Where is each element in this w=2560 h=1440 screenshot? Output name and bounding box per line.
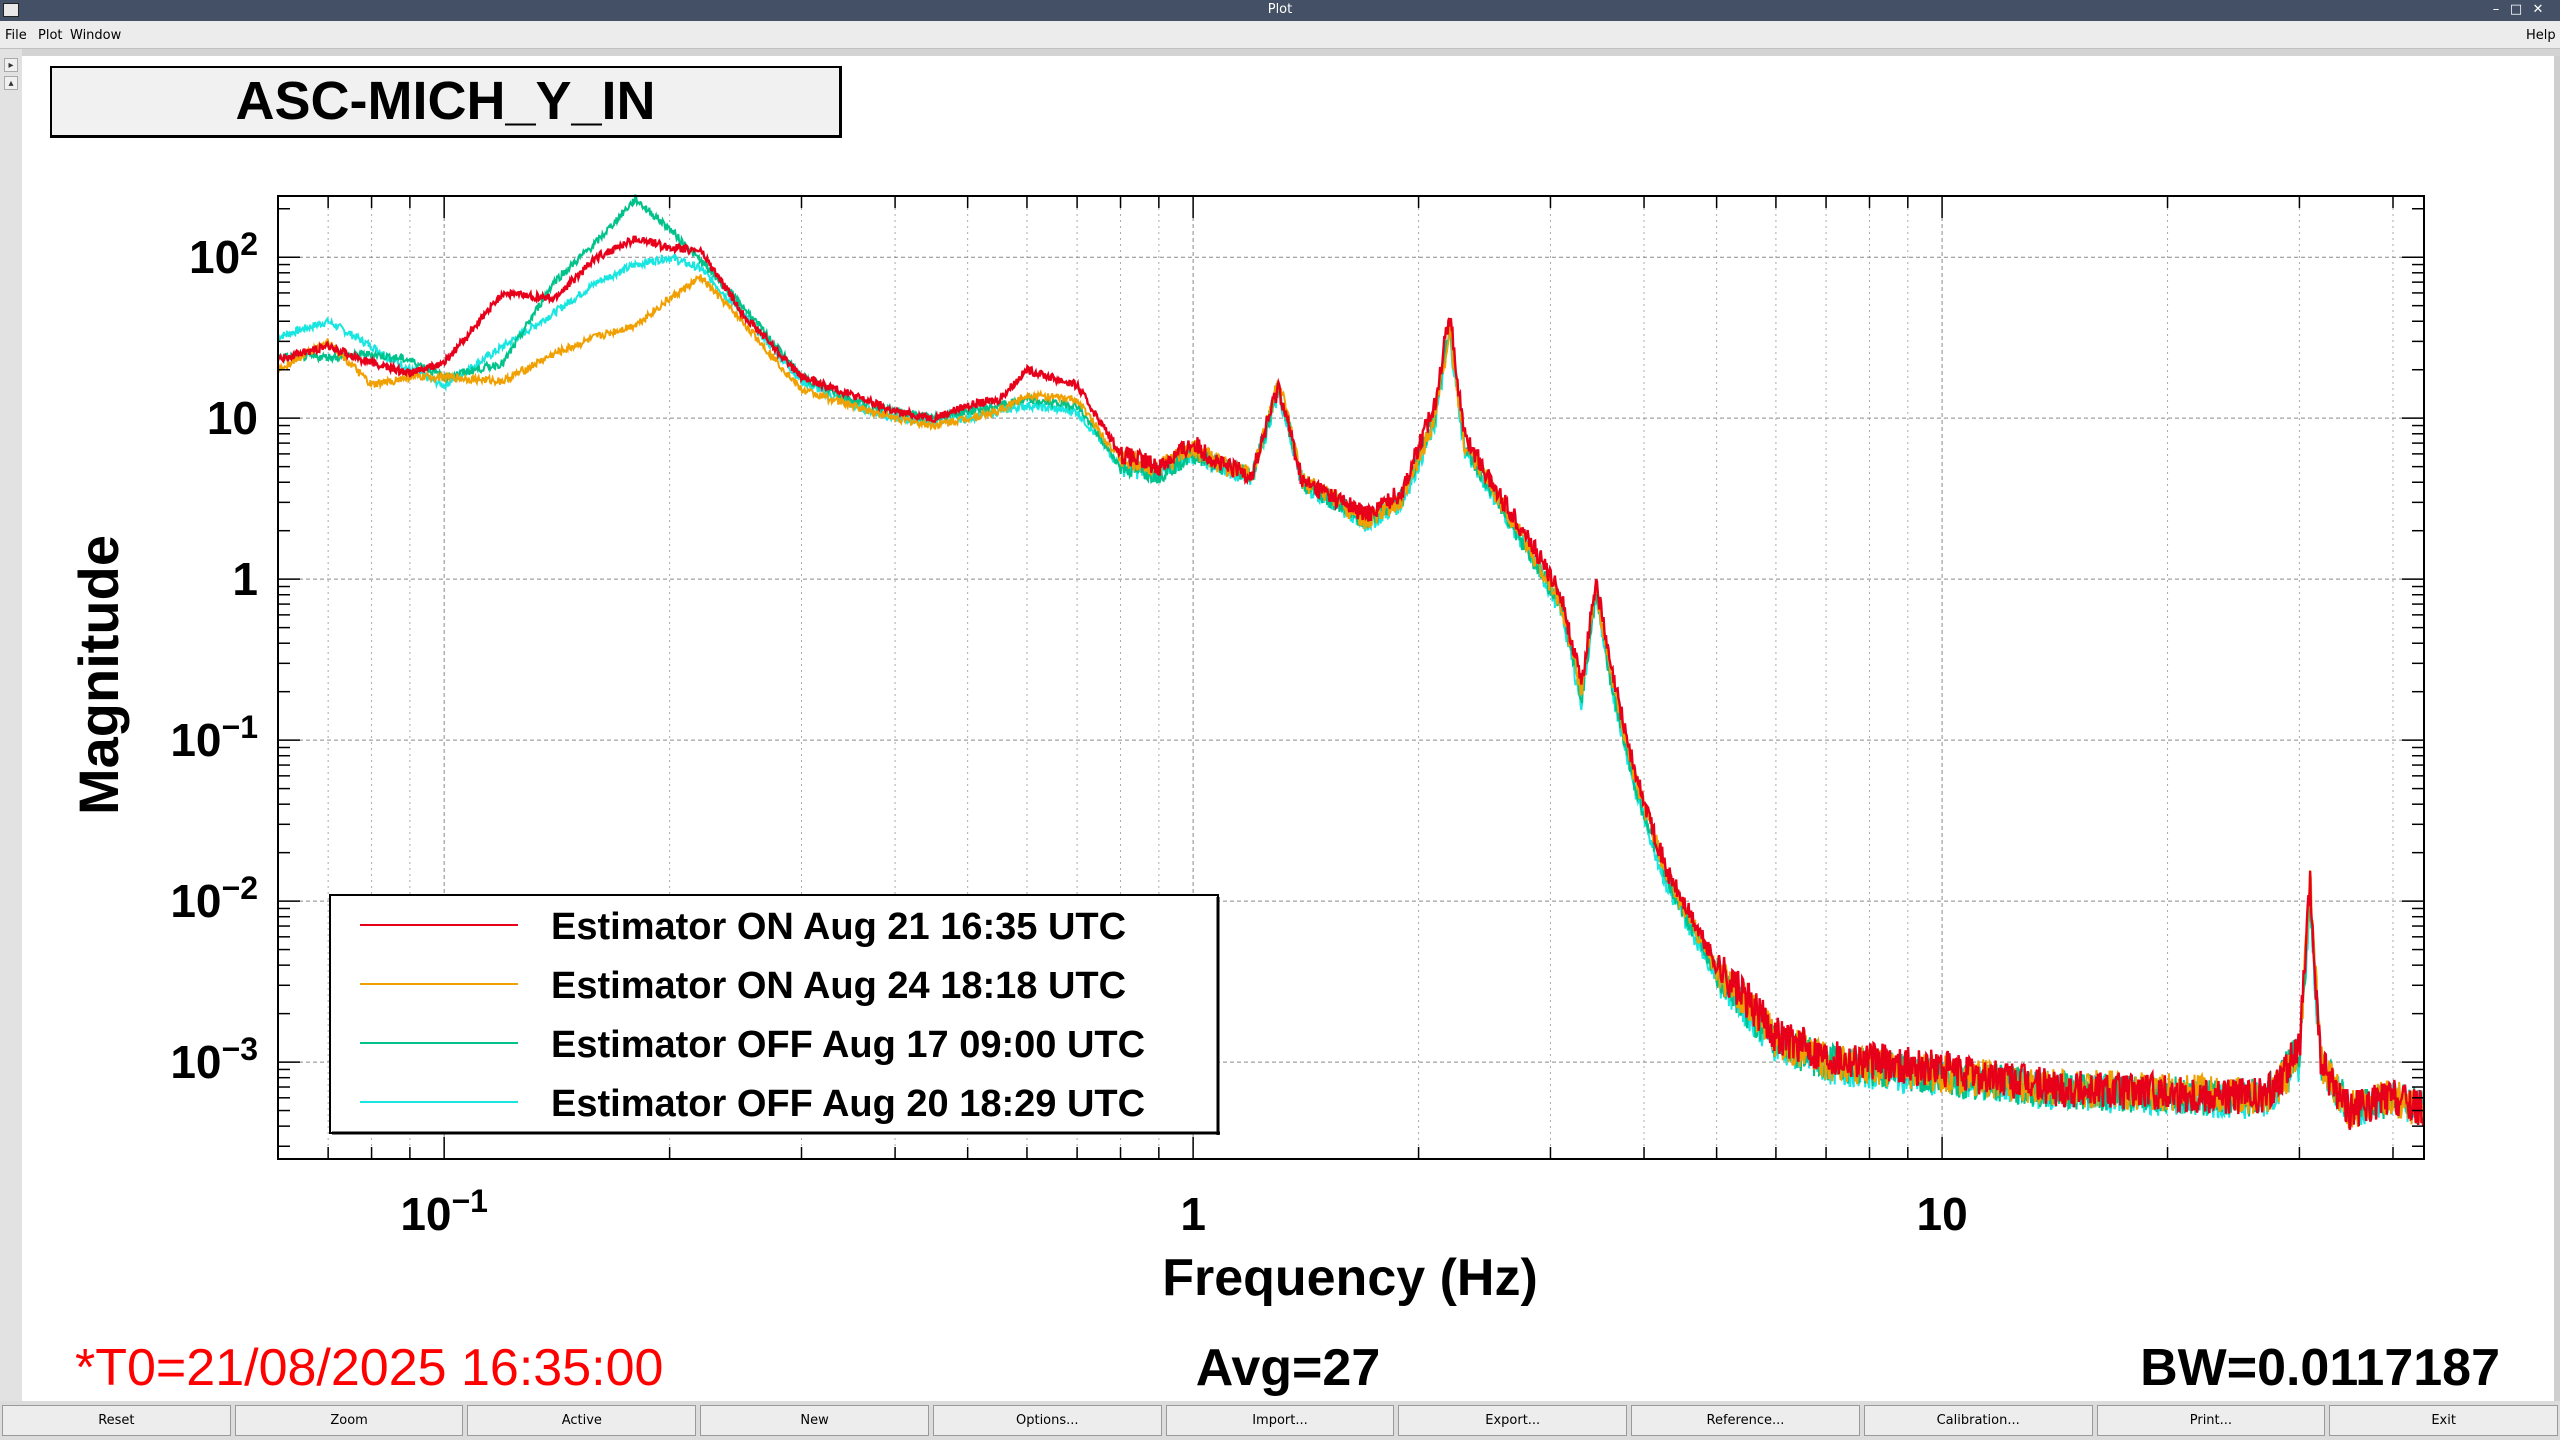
y-tick-label: 10 [207,392,258,444]
menu-bar: File Plot Window Help [0,21,2560,49]
legend-entry: Estimator ON Aug 21 16:35 UTC [551,906,1126,948]
button-reset[interactable]: Reset [2,1405,231,1436]
x-tick-labels: 10−1 1 10 [400,1183,1967,1240]
close-icon[interactable]: ✕ [2532,2,2544,17]
restore-icon[interactable]: □ [2509,2,2523,17]
x-tick-label: 10−1 [400,1183,488,1240]
y-tick-label: 102 [189,226,258,283]
avg-label: Avg=27 [1196,1339,1381,1397]
button-reference[interactable]: Reference... [1631,1405,1860,1436]
plot-title-box: ASC-MICH_Y_IN [50,66,842,138]
minimize-icon[interactable]: – [2492,2,2500,17]
collapse-up-icon[interactable]: ▴ [4,76,18,90]
legend-entry: Estimator OFF Aug 17 09:00 UTC [551,1024,1145,1066]
window-title: Plot [1267,2,1293,17]
menu-help[interactable]: Help [2526,28,2556,43]
legend-entry: Estimator OFF Aug 20 18:29 UTC [551,1083,1145,1125]
button-active[interactable]: Active [467,1405,697,1436]
button-import[interactable]: Import... [1165,1405,1395,1436]
y-tick-labels: 102 10 1 10−1 10−2 10−3 [170,226,258,1088]
menu-plot[interactable]: Plot [38,28,63,43]
expand-right-icon[interactable]: ▸ [4,58,18,72]
x-axis-label: Frequency (Hz) [1162,1249,1538,1307]
plot-frame [277,195,2425,1160]
y-tick-label: 10−3 [170,1031,258,1088]
x-tick-label: 1 [1180,1188,1206,1240]
button-new[interactable]: New [700,1405,929,1436]
axis-ticks [277,196,2424,1159]
plot-title: ASC-MICH_Y_IN [235,71,656,131]
series-line [276,235,2426,1130]
left-panel-strip: ▸ ▴ [0,49,22,1401]
button-zoom[interactable]: Zoom [234,1405,464,1436]
menu-window[interactable]: Window [70,28,122,43]
magnitude-chart: 10−1 1 10 102 10 1 10−1 10−2 10−3 Frequency (Hz… [67,194,2500,1397]
button-print[interactable]: Print... [2096,1405,2326,1436]
y-tick-label: 1 [232,553,258,605]
y-axis-label: Magnitude [67,535,130,815]
button-exit[interactable]: Exit [2329,1405,2558,1436]
button-bar: Reset Zoom Active New Options... Import... Exp… [0,1401,2560,1440]
x-tick-label: 10 [1916,1188,1967,1240]
vertical-scrollbar[interactable] [2554,56,2560,1401]
y-tick-label: 10−1 [170,709,258,766]
y-tick-label: 10−2 [170,870,258,927]
t0-label: *T0=21/08/2025 16:35:00 [75,1339,663,1397]
legend: Estimator ON Aug 21 16:35 UTC Estimator O… [329,894,1220,1135]
button-options[interactable]: Options... [932,1405,1162,1436]
menu-file[interactable]: File [5,28,27,43]
button-export[interactable]: Export... [1398,1405,1628,1436]
button-calibration[interactable]: Calibration... [1863,1405,2093,1436]
legend-entry: Estimator ON Aug 24 18:18 UTC [551,965,1126,1007]
window-titlebar: Plot – □ ✕ [0,0,2560,21]
legend-box [329,894,1219,1134]
app-icon [3,3,19,17]
bw-label: BW=0.0117187 [2140,1339,2500,1397]
